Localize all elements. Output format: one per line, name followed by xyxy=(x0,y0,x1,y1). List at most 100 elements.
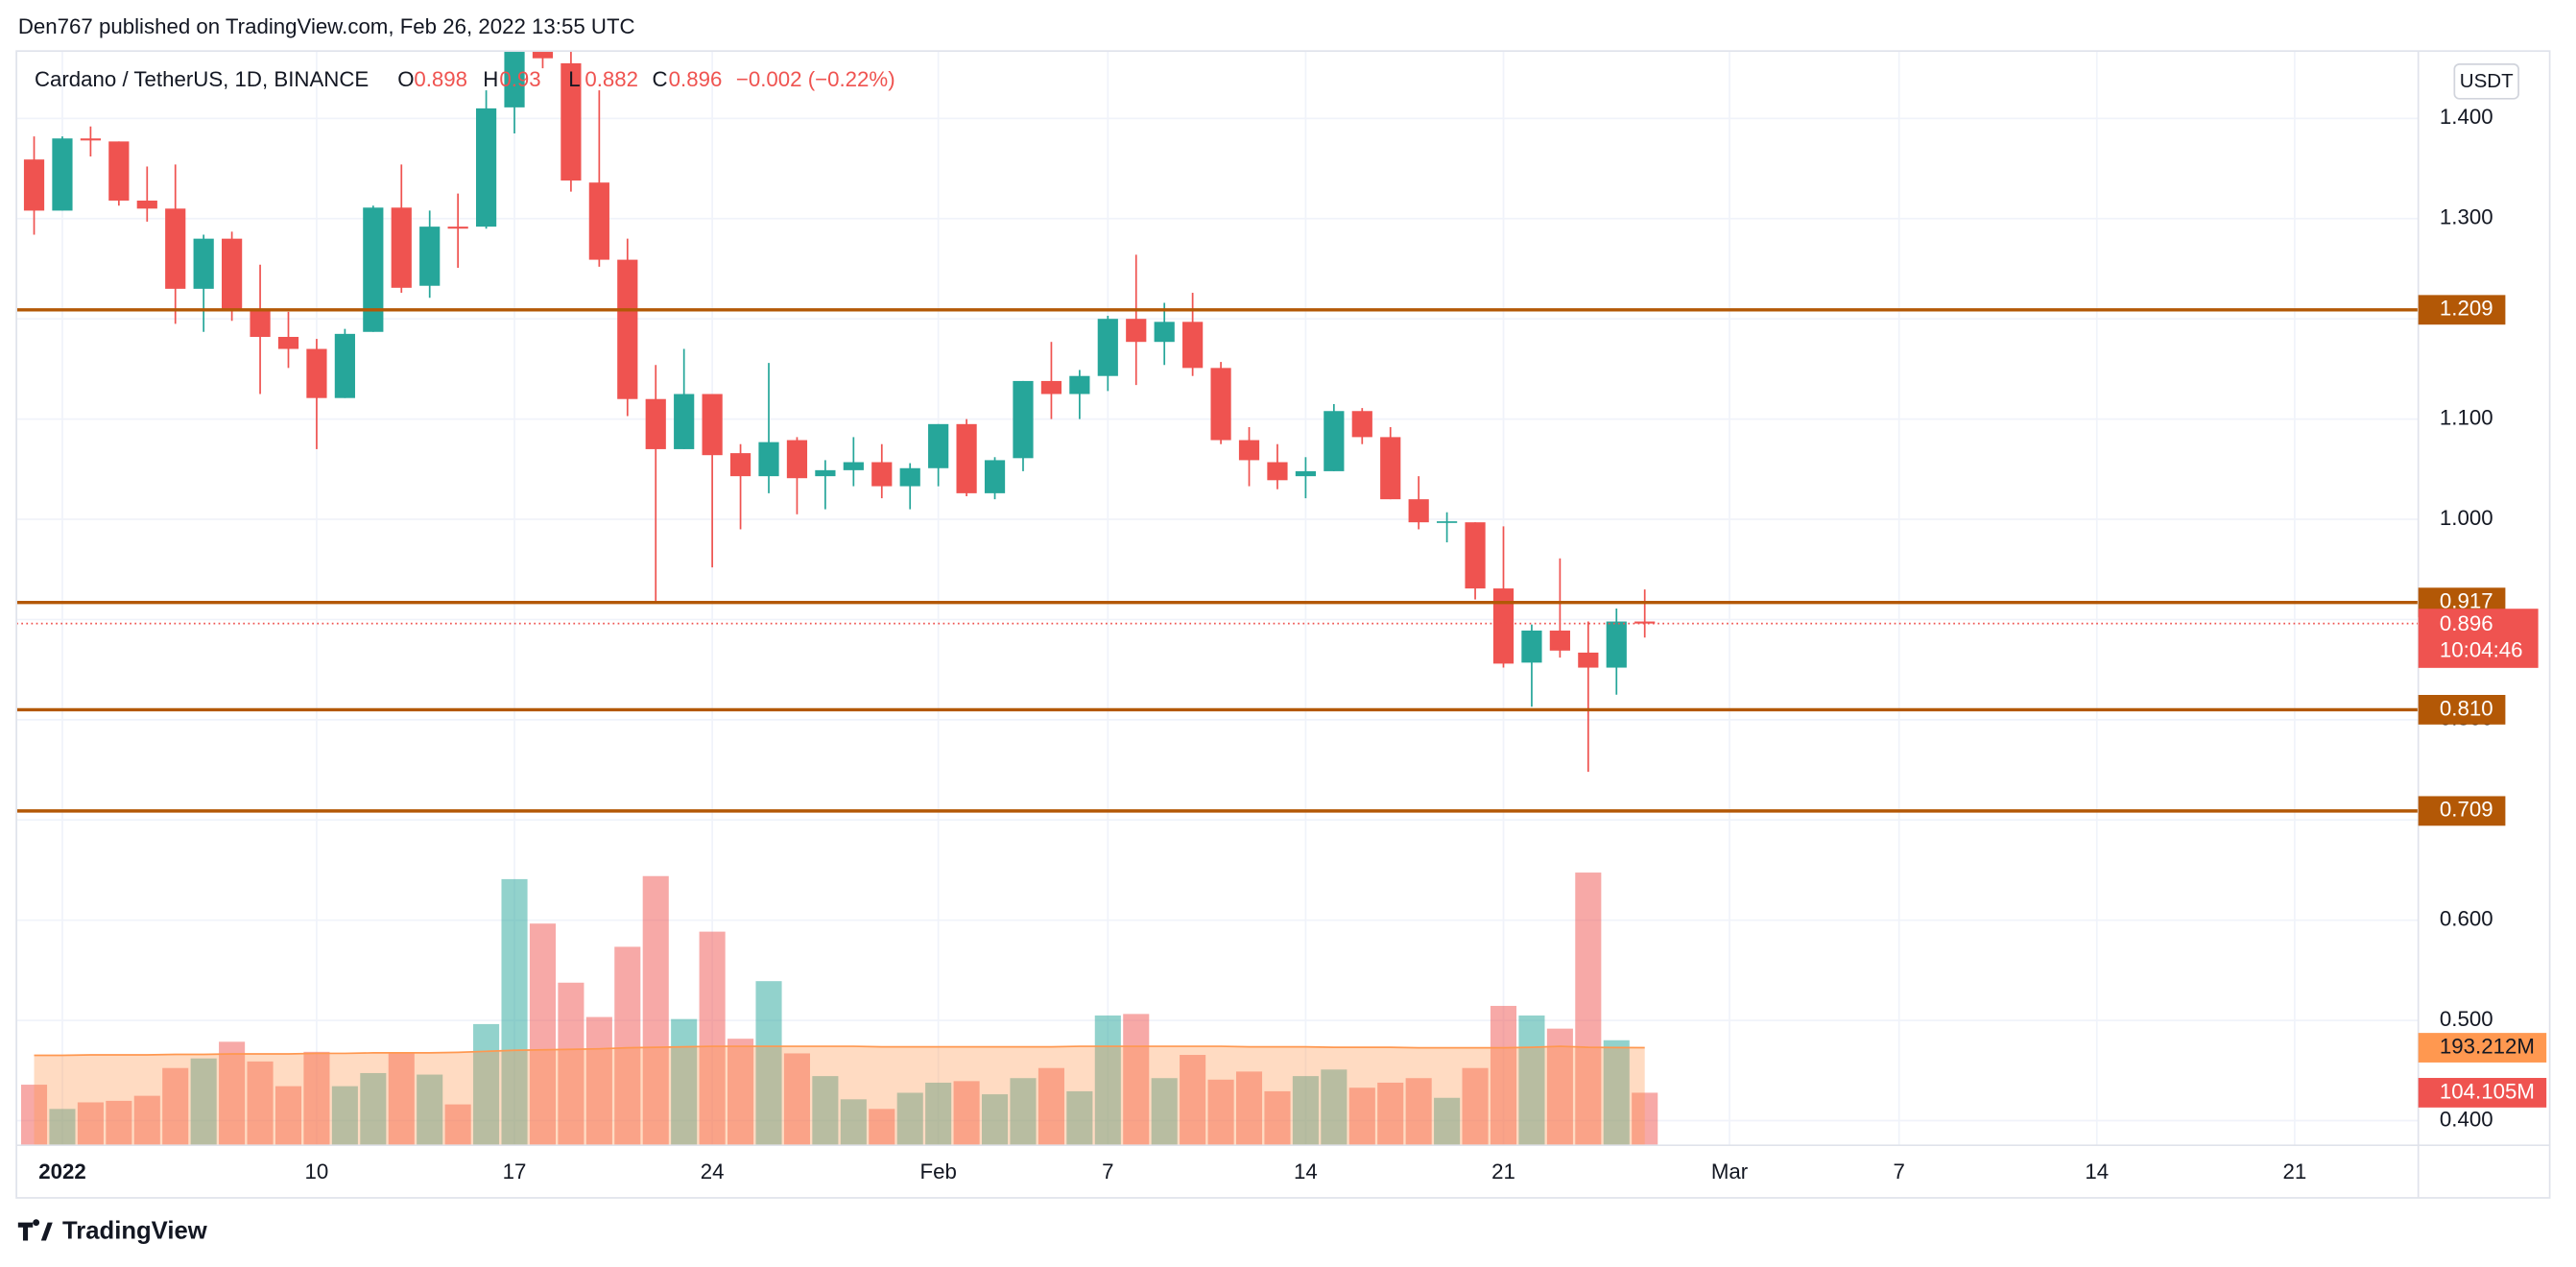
level-label-box xyxy=(2418,695,2506,725)
symbol-title: Cardano / TetherUS, 1D, BINANCE xyxy=(35,67,369,91)
volume-bar xyxy=(1292,1076,1319,1146)
volume-bar xyxy=(360,1072,387,1146)
candle-body xyxy=(1606,621,1627,668)
y-tick-label: 1.300 xyxy=(2440,205,2493,229)
volume-bar xyxy=(1207,1079,1234,1146)
volume-bar xyxy=(303,1051,330,1146)
legend-value: 0.93 xyxy=(499,67,540,91)
currency[interactable]: USDT xyxy=(2460,70,2514,92)
volume-bar xyxy=(1235,1071,1263,1146)
candle-body xyxy=(1154,322,1175,343)
level-label: 0.810 xyxy=(2440,696,2493,720)
volume-bar xyxy=(1348,1088,1375,1146)
candle-body xyxy=(334,333,355,398)
level-label-box xyxy=(2418,295,2506,325)
volume-bar xyxy=(896,1092,923,1146)
legend-key: C xyxy=(653,67,668,91)
volume-bar xyxy=(869,1109,895,1146)
volume-ma-line xyxy=(34,1045,1645,1057)
volume-bar xyxy=(274,1086,302,1146)
candle-body xyxy=(815,469,836,477)
volume-bar xyxy=(106,1100,132,1146)
volume-bar xyxy=(331,1086,358,1146)
volume-bar xyxy=(642,875,669,1146)
candle-body xyxy=(363,207,384,332)
candle-body xyxy=(277,336,299,349)
x-tick-label: Mar xyxy=(1711,1159,1749,1183)
last-price-label: 0.896 xyxy=(2440,611,2493,635)
candle-body xyxy=(1492,588,1515,664)
volume-ma-label: 193.212M xyxy=(2440,1034,2535,1058)
volume-bar xyxy=(1321,1069,1348,1146)
volume-bar xyxy=(77,1102,104,1146)
volume-bar xyxy=(1603,1040,1630,1146)
y-tick-label: 1.000 xyxy=(2440,506,2493,530)
volume-bar xyxy=(1094,1015,1121,1146)
x-tick-label: 7 xyxy=(1102,1159,1113,1183)
candle-body xyxy=(645,398,666,449)
x-tick-label: 2022 xyxy=(38,1159,86,1183)
y-tick-label: 0.600 xyxy=(2440,907,2493,931)
footer-brand: TradingView xyxy=(62,1218,207,1245)
candle-body xyxy=(1295,470,1317,477)
volume-bar xyxy=(1632,1092,1658,1146)
volume-bar xyxy=(162,1067,189,1146)
candle-body xyxy=(1634,621,1656,624)
candles xyxy=(23,51,1656,773)
x-tick-label: 24 xyxy=(701,1159,725,1183)
y-tick-label: 1.400 xyxy=(2440,105,2493,129)
volume-bar xyxy=(1490,1005,1517,1146)
volume-bar xyxy=(501,878,528,1146)
candle-body xyxy=(532,51,554,59)
volume-bar xyxy=(1038,1067,1064,1146)
volume-bar xyxy=(755,981,782,1146)
candle-body xyxy=(108,141,130,201)
volume-pane xyxy=(20,873,1658,1146)
candle-body xyxy=(165,208,186,289)
legend-key: L xyxy=(568,67,580,91)
candle-body xyxy=(419,227,441,286)
volume-bar xyxy=(727,1039,754,1146)
volume-bar xyxy=(699,931,726,1146)
x-tick-label: 14 xyxy=(2085,1159,2109,1183)
y-tick-label: 1.100 xyxy=(2440,405,2493,429)
legend-value: 0.898 xyxy=(414,67,467,91)
candle-body xyxy=(447,227,468,229)
legend-change: −0.002 (−0.22%) xyxy=(736,67,895,91)
volume-bar xyxy=(529,923,557,1146)
candle-body xyxy=(52,138,73,211)
candle-body xyxy=(786,440,808,479)
volume-bar xyxy=(1123,1014,1150,1146)
candle-body xyxy=(475,108,497,227)
candle-body xyxy=(871,462,893,487)
legend-value: 0.882 xyxy=(584,67,638,91)
candle-body xyxy=(1267,462,1288,481)
volume-bar xyxy=(417,1074,443,1146)
candle-body xyxy=(1069,375,1090,394)
x-tick-label: 14 xyxy=(1294,1159,1318,1183)
candle-body xyxy=(1521,630,1542,663)
volume-bar xyxy=(1462,1067,1489,1146)
candle-body xyxy=(306,348,327,398)
candle-body xyxy=(674,394,695,449)
candle-body xyxy=(1578,652,1599,668)
countdown: 10:04:46 xyxy=(2440,638,2523,662)
candle-body xyxy=(1380,437,1401,500)
volume-bar xyxy=(925,1082,952,1146)
candle-body xyxy=(588,182,609,260)
x-tick-label: 7 xyxy=(1893,1159,1904,1183)
legend-key: O xyxy=(397,67,414,91)
volume-bar xyxy=(783,1053,810,1146)
candle-body xyxy=(80,138,102,141)
volume-bar xyxy=(812,1076,839,1146)
currency-box[interactable] xyxy=(2453,63,2519,100)
volume-ma-area xyxy=(34,1046,1645,1146)
candle-body xyxy=(729,453,751,477)
candle-body xyxy=(956,423,977,493)
candle-body xyxy=(928,423,949,468)
candle-body xyxy=(1013,380,1034,459)
candle-body xyxy=(1324,411,1345,471)
volume-bar xyxy=(1180,1055,1206,1146)
volume-bar xyxy=(558,982,584,1146)
